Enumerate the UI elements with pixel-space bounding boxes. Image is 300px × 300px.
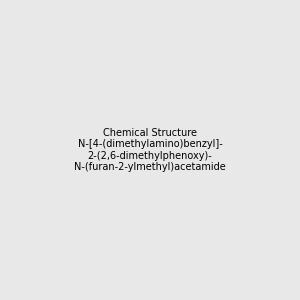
Text: Chemical Structure
N-[4-(dimethylamino)benzyl]-
2-(2,6-dimethylphenoxy)-
N-(fura: Chemical Structure N-[4-(dimethylamino)b… [74, 128, 226, 172]
